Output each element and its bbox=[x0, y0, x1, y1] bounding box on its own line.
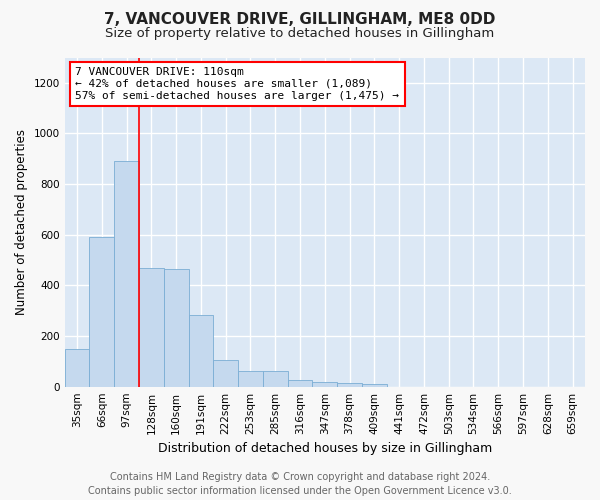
Text: 7 VANCOUVER DRIVE: 110sqm
← 42% of detached houses are smaller (1,089)
57% of se: 7 VANCOUVER DRIVE: 110sqm ← 42% of detac… bbox=[75, 68, 399, 100]
Bar bbox=[164, 269, 188, 386]
Bar bbox=[65, 348, 89, 387]
Y-axis label: Number of detached properties: Number of detached properties bbox=[15, 129, 28, 315]
Bar bbox=[287, 380, 313, 386]
X-axis label: Distribution of detached houses by size in Gillingham: Distribution of detached houses by size … bbox=[158, 442, 492, 455]
Bar bbox=[337, 383, 362, 386]
Bar bbox=[89, 238, 114, 386]
Text: Size of property relative to detached houses in Gillingham: Size of property relative to detached ho… bbox=[106, 28, 494, 40]
Text: 7, VANCOUVER DRIVE, GILLINGHAM, ME8 0DD: 7, VANCOUVER DRIVE, GILLINGHAM, ME8 0DD bbox=[104, 12, 496, 28]
Text: Contains HM Land Registry data © Crown copyright and database right 2024.
Contai: Contains HM Land Registry data © Crown c… bbox=[88, 472, 512, 496]
Bar bbox=[188, 314, 214, 386]
Bar bbox=[313, 382, 337, 386]
Bar bbox=[139, 268, 164, 386]
Bar bbox=[114, 162, 139, 386]
Bar bbox=[238, 371, 263, 386]
Bar bbox=[362, 384, 387, 386]
Bar bbox=[263, 372, 287, 386]
Bar bbox=[214, 360, 238, 386]
